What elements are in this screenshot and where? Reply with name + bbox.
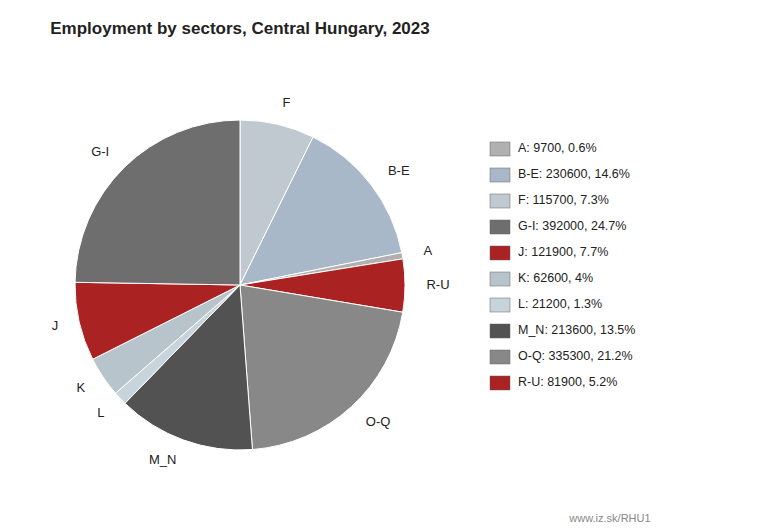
- legend-swatch: [490, 350, 510, 364]
- chart-title: Employment by sectors, Central Hungary, …: [50, 19, 429, 38]
- legend-label: J: 121900, 7.7%: [518, 245, 608, 259]
- legend-label: L: 21200, 1.3%: [518, 297, 602, 311]
- chart-svg: Employment by sectors, Central Hungary, …: [0, 0, 782, 532]
- legend-swatch: [490, 246, 510, 260]
- watermark: www.iz.sk/RHU1: [568, 512, 650, 524]
- pie-slices: [75, 120, 405, 450]
- pie-labels: F B-E A R-U O-Q M_N LK J G-I: [52, 95, 450, 467]
- slice-label: G-I: [91, 144, 109, 159]
- legend-swatch: [490, 376, 510, 390]
- pie-slice: [75, 282, 240, 359]
- legend-swatch: [490, 220, 510, 234]
- legend-swatch: [490, 142, 510, 156]
- pie-slice: [75, 120, 240, 285]
- legend-label: F: 115700, 7.3%: [518, 193, 609, 207]
- legend-swatch: [490, 194, 510, 208]
- slice-label: B-E: [388, 163, 410, 178]
- legend-label: K: 62600, 4%: [518, 271, 593, 285]
- legend-swatch: [490, 298, 510, 312]
- slice-label: F: [282, 95, 290, 110]
- slice-label: J: [52, 318, 59, 333]
- slice-label: R-U: [426, 277, 449, 292]
- legend-label: R-U: 81900, 5.2%: [518, 375, 617, 389]
- legend-swatch: [490, 168, 510, 182]
- legend-label: A: 9700, 0.6%: [518, 141, 597, 155]
- legend: A: 9700, 0.6% B-E: 230600, 14.6% F: 115700…: [490, 141, 635, 390]
- legend-label: M_N: 213600, 13.5%: [518, 323, 635, 337]
- chart-container: Employment by sectors, Central Hungary, …: [0, 0, 782, 532]
- slice-label: O-Q: [366, 414, 391, 429]
- legend-label: B-E: 230600, 14.6%: [518, 167, 630, 181]
- slice-label: K: [77, 380, 86, 395]
- legend-label: G-I: 392000, 24.7%: [518, 219, 626, 233]
- legend-swatch: [490, 324, 510, 338]
- legend-label: O-Q: 335300, 21.2%: [518, 349, 633, 363]
- slice-label: M_N: [149, 452, 176, 467]
- slice-label: A: [423, 243, 432, 258]
- legend-swatch: [490, 272, 510, 286]
- slice-label: L: [97, 405, 104, 420]
- pie-slice: [240, 285, 403, 450]
